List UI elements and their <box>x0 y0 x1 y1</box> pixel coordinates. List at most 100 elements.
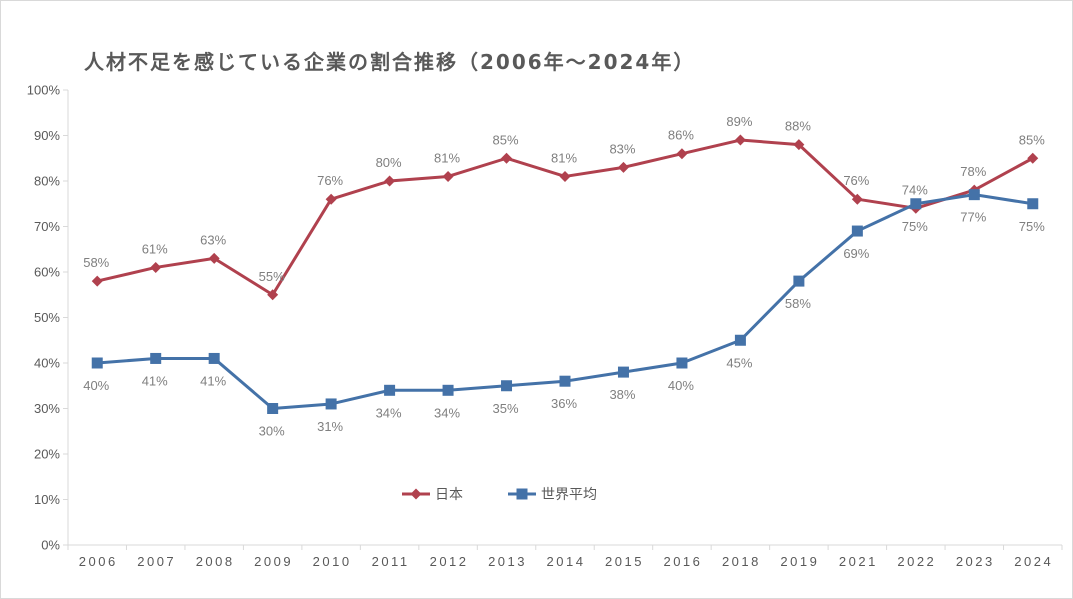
x-tick-label: 2018 <box>722 554 761 569</box>
chart-title: 人材不足を感じている企業の割合推移（2006年～2024年） <box>84 50 695 74</box>
series-layer <box>91 134 1039 414</box>
data-label-japan: 80% <box>376 155 402 170</box>
data-point-world <box>501 380 513 392</box>
x-tick-label: 2019 <box>780 554 819 569</box>
series-world <box>91 189 1039 414</box>
data-point-world <box>968 189 980 201</box>
legend-item-japan: 日本 <box>402 487 463 503</box>
data-label-world: 75% <box>902 219 928 234</box>
data-label-japan: 76% <box>843 173 869 188</box>
data-point-world <box>617 366 629 378</box>
y-tick-label: 20% <box>34 447 60 462</box>
data-label-world: 34% <box>376 405 402 420</box>
data-point-japan <box>267 289 279 301</box>
data-point-world <box>559 375 571 387</box>
x-tick-label: 2013 <box>488 554 527 569</box>
data-label-japan: 76% <box>317 173 343 188</box>
data-point-japan <box>208 252 220 264</box>
y-tick-label: 70% <box>34 219 60 234</box>
data-label-japan: 74% <box>902 182 928 197</box>
data-point-japan <box>793 139 805 151</box>
data-label-world: 58% <box>785 296 811 311</box>
x-tick-label: 2016 <box>663 554 702 569</box>
data-label-world: 35% <box>493 401 519 416</box>
data-label-japan: 86% <box>668 128 694 143</box>
data-point-world <box>325 398 337 410</box>
legend-item-world: 世界平均 <box>508 487 597 503</box>
data-label-world: 38% <box>609 387 635 402</box>
data-label-world: 41% <box>142 373 168 388</box>
legend-marker-japan <box>410 488 422 500</box>
data-point-japan <box>442 170 454 182</box>
x-tick-label: 2022 <box>897 554 936 569</box>
data-point-japan <box>734 134 746 146</box>
data-label-japan: 88% <box>785 119 811 134</box>
x-tick-label: 2011 <box>372 554 410 569</box>
data-label-world: 69% <box>843 246 869 261</box>
data-point-world <box>442 384 454 396</box>
data-label-world: 31% <box>317 419 343 434</box>
data-point-world <box>267 403 279 414</box>
y-tick-label: 100% <box>27 83 61 98</box>
data-label-world: 41% <box>200 373 226 388</box>
data-label-world: 75% <box>1019 219 1045 234</box>
data-label-world: 40% <box>83 378 109 393</box>
data-point-japan <box>91 275 103 287</box>
data-point-world <box>208 352 220 364</box>
data-label-japan: 63% <box>200 232 226 247</box>
data-point-world <box>676 357 688 369</box>
data-label-japan: 55% <box>259 269 285 284</box>
y-tick-label: 10% <box>34 492 60 507</box>
x-tick-label: 2021 <box>839 554 878 569</box>
data-point-japan <box>501 152 513 164</box>
data-label-japan: 61% <box>142 241 168 256</box>
data-point-world <box>851 225 863 237</box>
data-point-japan <box>1027 152 1039 164</box>
legend-marker-world <box>516 488 528 500</box>
data-label-world: 45% <box>726 355 752 370</box>
data-label-world: 34% <box>434 405 460 420</box>
data-point-japan <box>325 193 337 205</box>
x-tick-label: 2010 <box>313 554 352 569</box>
data-label-japan: 58% <box>83 255 109 270</box>
x-tick-label: 2024 <box>1014 554 1053 569</box>
data-label-world: 36% <box>551 396 577 411</box>
data-point-world <box>910 198 922 210</box>
data-point-world <box>793 275 805 287</box>
data-point-world <box>384 384 396 396</box>
data-point-world <box>734 334 746 346</box>
data-point-japan <box>851 193 863 205</box>
data-label-world: 77% <box>960 210 986 225</box>
data-point-japan <box>617 161 629 173</box>
legend: 日本 世界平均 <box>402 487 597 503</box>
y-tick-label: 40% <box>34 356 60 371</box>
x-tick-label: 2023 <box>956 554 995 569</box>
x-tick-label: 2014 <box>547 554 586 569</box>
data-point-world <box>150 352 162 364</box>
data-label-japan: 89% <box>726 114 752 129</box>
x-tick-label: 2009 <box>254 554 293 569</box>
x-tick-label: 2012 <box>430 554 469 569</box>
x-tick-label: 2006 <box>79 554 118 569</box>
data-label-japan: 78% <box>960 164 986 179</box>
data-point-japan <box>559 170 571 182</box>
axes: 0% 10% 20% 30% 40% 50% 60% 70% 80% 90% 100% 2006 200… <box>27 83 1063 569</box>
data-labels: 58% 61% 63% 55% 76% 80% 81% 85% 81% 83% 86% 89% 88% 7… <box>83 114 1045 438</box>
data-label-japan: 85% <box>493 132 519 147</box>
data-point-japan <box>150 261 162 273</box>
data-label-japan: 85% <box>1019 132 1045 147</box>
y-tick-label: 30% <box>34 401 60 416</box>
data-label-japan: 81% <box>434 150 460 165</box>
data-point-world <box>1027 198 1039 210</box>
data-point-japan <box>384 175 396 187</box>
x-tick-label: 2007 <box>137 554 176 569</box>
data-point-world <box>91 357 103 369</box>
data-label-world: 30% <box>259 424 285 439</box>
legend-label-world: 世界平均 <box>541 487 597 503</box>
data-point-japan <box>676 148 688 160</box>
y-tick-label: 80% <box>34 174 60 189</box>
y-tick-label: 50% <box>34 310 60 325</box>
data-label-japan: 81% <box>551 150 577 165</box>
